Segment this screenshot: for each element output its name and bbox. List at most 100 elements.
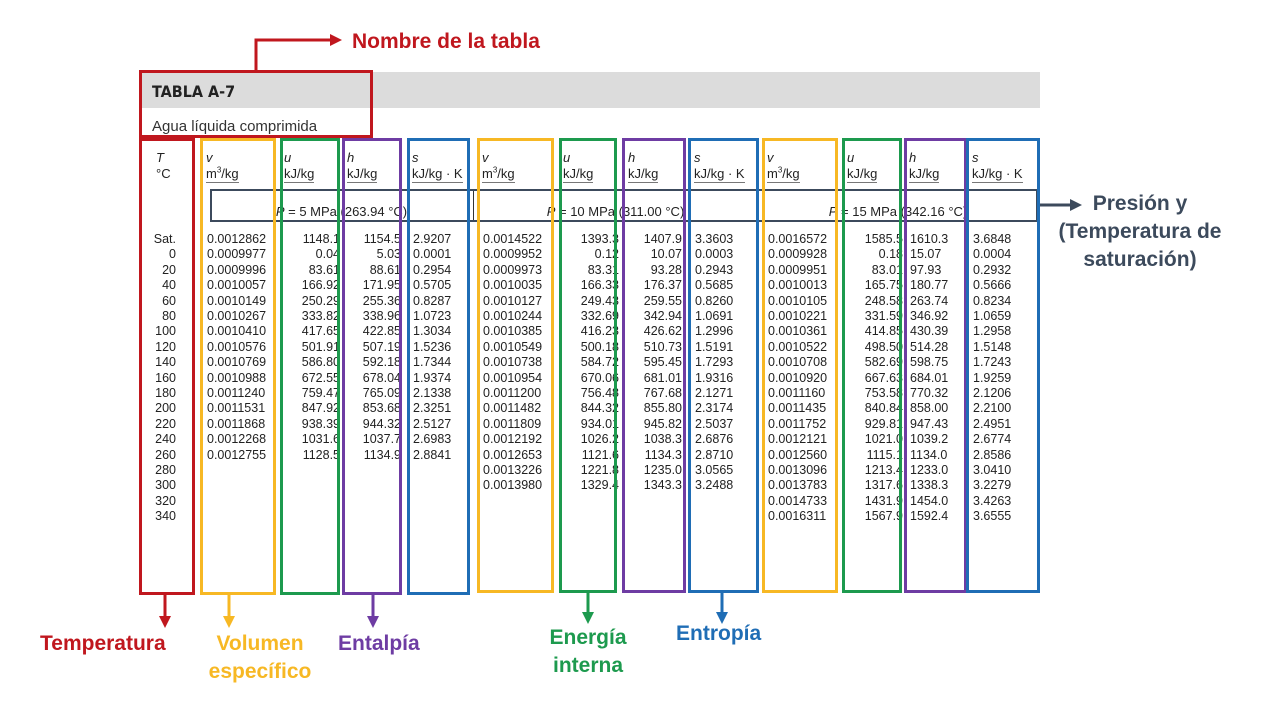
cell-s: 0.5705 <box>413 278 452 293</box>
cell-h: 180.77 <box>910 278 949 293</box>
cell-h: 259.55 <box>643 293 682 308</box>
header-h-unit: kJ/kg <box>347 166 378 183</box>
cell-v: 0.0010522 <box>768 339 828 354</box>
cell-s: 1.3034 <box>413 324 452 339</box>
header-h-unit: kJ/kg <box>909 166 940 183</box>
cell-s: 3.2488 <box>695 478 734 493</box>
cell-u: 753.58 <box>864 386 903 400</box>
table-title-bar <box>140 72 1040 108</box>
cell-s: 1.9374 <box>413 370 452 385</box>
pressure-divider <box>473 191 474 220</box>
cell-h: 598.75 <box>910 355 949 370</box>
cell-v: 0.0010013 <box>768 278 828 293</box>
cell-u: 414.85 <box>864 324 903 339</box>
cell-v: 0.0010769 <box>207 355 267 370</box>
header-v-3: v m3/kg <box>767 150 800 183</box>
temperature-cell: 20 <box>162 262 176 277</box>
cell-v: 0.0010410 <box>207 324 267 339</box>
cell-h: 1037.7 <box>362 432 401 447</box>
cell-u: 1121.6 <box>581 447 619 462</box>
cell-s: 2.3174 <box>695 401 734 416</box>
header-v-symbol: v <box>482 150 489 165</box>
header-s-unit: kJ/kg · K <box>694 166 745 183</box>
cell-v: 0.0010267 <box>207 309 267 323</box>
cell-h: 1233.0 <box>910 463 949 477</box>
cell-u: 938.39 <box>301 416 340 431</box>
volume-arrow-head <box>223 616 235 628</box>
header-u-unit: kJ/kg <box>563 166 594 183</box>
cell-v: 0.0010057 <box>207 278 267 293</box>
internal-energy-box-2 <box>559 138 617 593</box>
cell-u: 1317.6 <box>864 478 903 493</box>
cell-s: 1.0723 <box>413 309 452 323</box>
annotation-pressure-line3: saturación) <box>1083 248 1197 271</box>
cell-v: 0.0012755 <box>207 447 267 462</box>
cell-v: 0.0016572 <box>768 232 828 246</box>
cell-h: 255.36 <box>362 293 401 308</box>
cell-h: 346.92 <box>910 309 949 323</box>
cell-v: 0.0010576 <box>207 339 267 354</box>
temperature-cell: 280 <box>155 463 176 477</box>
cell-u: 83.31 <box>587 262 619 277</box>
cell-u: 759.47 <box>301 386 340 400</box>
cell-u: 1431.9 <box>864 493 903 508</box>
cell-v: 0.0010361 <box>768 324 828 339</box>
cell-h: 595.45 <box>643 355 682 370</box>
cell-s: 0.5666 <box>973 278 1012 293</box>
cell-h: 93.28 <box>650 262 682 277</box>
temperature-cell: 200 <box>155 401 176 416</box>
cell-u: 1128.5 <box>302 447 340 462</box>
cell-h: 1134.0 <box>910 447 948 462</box>
cell-s: 2.1338 <box>413 386 452 400</box>
cell-u: 1213.4 <box>864 463 903 477</box>
header-u-3: u kJ/kg <box>847 150 878 183</box>
cell-u: 165.75 <box>864 278 903 293</box>
header-u-unit: kJ/kg <box>284 166 315 183</box>
annotation-internal-energy-line1: Energía <box>549 626 627 649</box>
cell-u: 417.65 <box>301 324 340 339</box>
cell-u: 582.69 <box>864 355 903 370</box>
temperature-cell: 180 <box>155 386 176 400</box>
entropy-arrow-head <box>716 612 728 624</box>
enthalpy-box-2 <box>622 138 686 593</box>
cell-u: 934.01 <box>580 416 619 431</box>
temperature-cell: 100 <box>155 324 176 339</box>
entropy-box-3 <box>966 138 1040 593</box>
cell-h: 10.07 <box>650 247 682 262</box>
cell-h: 15.07 <box>910 247 942 262</box>
cell-s: 0.8234 <box>973 293 1012 308</box>
cell-v: 0.0014522 <box>483 232 543 246</box>
cell-s: 0.8260 <box>695 293 734 308</box>
cell-u: 667.63 <box>864 370 903 385</box>
header-h-symbol: h <box>347 150 355 165</box>
cell-s: 3.6848 <box>973 232 1012 246</box>
annotation-table-name: Nombre de la tabla <box>352 30 540 53</box>
cell-u: 249.43 <box>580 293 619 308</box>
cell-v: 0.0011240 <box>207 386 266 400</box>
enthalpy-box-3 <box>904 138 967 593</box>
cell-s: 1.9316 <box>695 370 734 385</box>
cell-v: 0.0012268 <box>207 432 267 447</box>
cell-v: 0.0012653 <box>483 447 543 462</box>
header-h-3: h kJ/kg <box>909 150 940 183</box>
cell-h: 855.80 <box>643 401 682 416</box>
cell-v: 0.0010244 <box>483 309 543 323</box>
cell-v: 0.0013096 <box>768 463 828 477</box>
temperature-cell: 0 <box>169 247 176 262</box>
entropy-box-2 <box>688 138 759 593</box>
cell-u: 586.80 <box>301 355 340 370</box>
temperature-cell: 140 <box>155 355 176 370</box>
cell-v: 0.0010221 <box>768 309 828 323</box>
cell-s: 1.2958 <box>973 324 1012 339</box>
cell-u: 1221.8 <box>580 463 619 477</box>
temperature-cell: Sat. <box>153 232 176 246</box>
cell-h: 1154.5 <box>363 232 401 246</box>
cell-v: 0.0009996 <box>207 262 267 277</box>
cell-h: 1134.9 <box>363 447 401 462</box>
annotation-internal-energy-line2: interna <box>552 654 623 677</box>
cell-s: 0.2954 <box>413 262 452 277</box>
header-t-symbol: T <box>156 150 164 165</box>
cell-h: 1343.3 <box>643 478 682 493</box>
table-title: TABLA A-7 <box>152 82 236 101</box>
cell-u: 0.18 <box>878 247 903 262</box>
